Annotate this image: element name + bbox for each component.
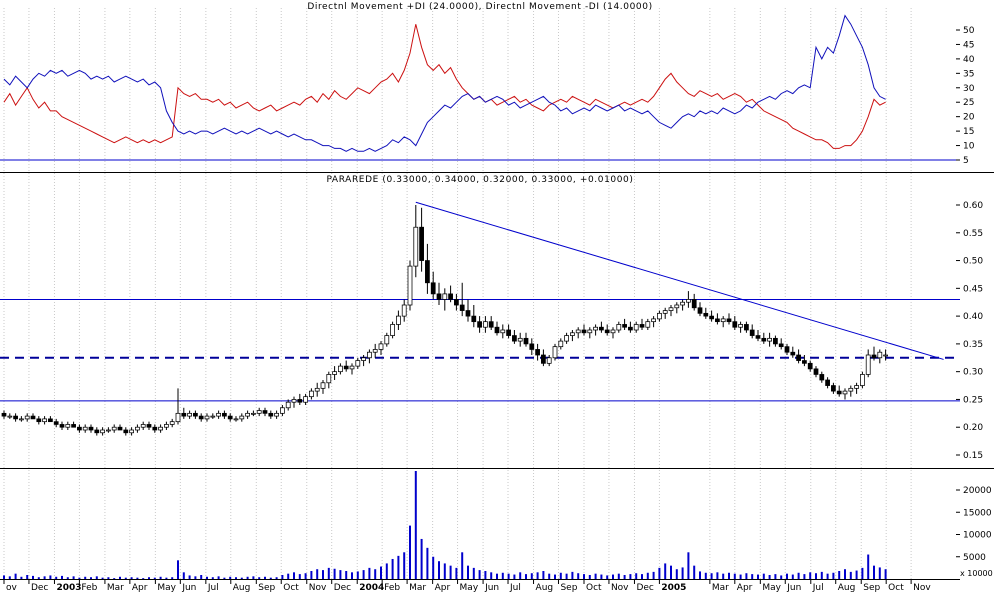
svg-text:Aug: Aug [233, 583, 251, 593]
svg-text:Apr: Apr [132, 583, 148, 593]
svg-text:Jun: Jun [786, 583, 801, 593]
svg-text:0.25: 0.25 [963, 395, 983, 405]
svg-text:Dec: Dec [31, 583, 48, 593]
svg-text:Jun: Jun [181, 583, 196, 593]
svg-text:Nov: Nov [913, 583, 931, 593]
svg-text:25: 25 [963, 98, 974, 108]
minus-di-line [3, 14, 886, 152]
svg-text:May: May [762, 583, 781, 593]
month-gridlines [3, 8, 912, 579]
svg-text:Apr: Apr [435, 583, 451, 593]
di-y-axis: 50 45 40 35 30 25 20 15 10 5 [956, 26, 975, 166]
svg-text:Apr: Apr [737, 583, 753, 593]
svg-text:Jul: Jul [207, 583, 219, 593]
panel-separators [0, 172, 994, 580]
svg-text:ov: ov [6, 583, 18, 593]
svg-text:0.35: 0.35 [963, 340, 983, 350]
svg-text:Oct: Oct [283, 583, 299, 593]
svg-text:20: 20 [963, 113, 975, 123]
svg-text:15: 15 [963, 127, 974, 137]
svg-text:10000: 10000 [963, 531, 992, 541]
volume-panel [3, 471, 887, 579]
svg-text:Feb: Feb [384, 583, 400, 593]
svg-text:Mar: Mar [107, 583, 124, 593]
svg-text:30: 30 [963, 84, 975, 94]
x-axis-labels: ov Dec 2003 Feb Mar Apr May Jun Jul Aug Sep Oct Nov D… [3, 579, 931, 593]
svg-text:Nov: Nov [309, 583, 327, 593]
svg-text:0.30: 0.30 [963, 368, 983, 378]
svg-text:Jun: Jun [484, 583, 499, 593]
svg-text:Jul: Jul [509, 583, 521, 593]
svg-text:35: 35 [963, 69, 974, 79]
svg-text:Feb: Feb [81, 583, 97, 593]
svg-text:Oct: Oct [888, 583, 904, 593]
price-y-axis: 0.60 0.55 0.50 0.45 0.40 0.35 0.30 0.25 0.20 0.15 [956, 201, 983, 461]
svg-text:May: May [157, 583, 176, 593]
svg-text:2003: 2003 [56, 583, 81, 593]
volume-unit-note: x 10000 [960, 569, 993, 578]
svg-text:Aug: Aug [536, 583, 554, 593]
svg-text:0.45: 0.45 [963, 284, 983, 294]
volume-y-axis: 20000 15000 10000 5000 [956, 486, 992, 563]
di-panel [0, 14, 960, 161]
svg-text:Jul: Jul [812, 583, 824, 593]
svg-text:Dec: Dec [334, 583, 351, 593]
svg-text:Aug: Aug [838, 583, 856, 593]
plus-di-line [3, 24, 886, 149]
svg-text:Mar: Mar [409, 583, 426, 593]
svg-text:50: 50 [963, 26, 975, 36]
svg-text:Mar: Mar [712, 583, 729, 593]
svg-text:5000: 5000 [963, 553, 986, 563]
svg-text:0.50: 0.50 [963, 257, 983, 267]
svg-text:May: May [460, 583, 479, 593]
di-indicator-title: Directnl Movement +DI (24.0000), Directn… [307, 2, 653, 12]
svg-text:Dec: Dec [636, 583, 653, 593]
svg-text:Nov: Nov [611, 583, 629, 593]
svg-text:5: 5 [963, 156, 969, 166]
svg-text:0.15: 0.15 [963, 451, 983, 461]
svg-text:0.20: 0.20 [963, 423, 983, 433]
svg-text:0.40: 0.40 [963, 312, 983, 322]
svg-text:Sep: Sep [560, 583, 577, 593]
svg-text:45: 45 [963, 40, 974, 50]
candlesticks [1, 205, 888, 436]
svg-text:2004: 2004 [359, 583, 384, 593]
svg-text:Oct: Oct [586, 583, 602, 593]
svg-text:40: 40 [963, 55, 975, 65]
svg-text:20000: 20000 [963, 486, 992, 496]
svg-text:15000: 15000 [963, 508, 992, 518]
price-title: PARAREDE (0.33000, 0.34000, 0.32000, 0.3… [326, 175, 634, 185]
svg-text:0.55: 0.55 [963, 229, 983, 239]
svg-text:Sep: Sep [863, 583, 880, 593]
svg-text:Sep: Sep [258, 583, 275, 593]
svg-text:2005: 2005 [661, 583, 686, 593]
svg-text:10: 10 [963, 142, 975, 152]
svg-text:0.60: 0.60 [963, 201, 983, 211]
